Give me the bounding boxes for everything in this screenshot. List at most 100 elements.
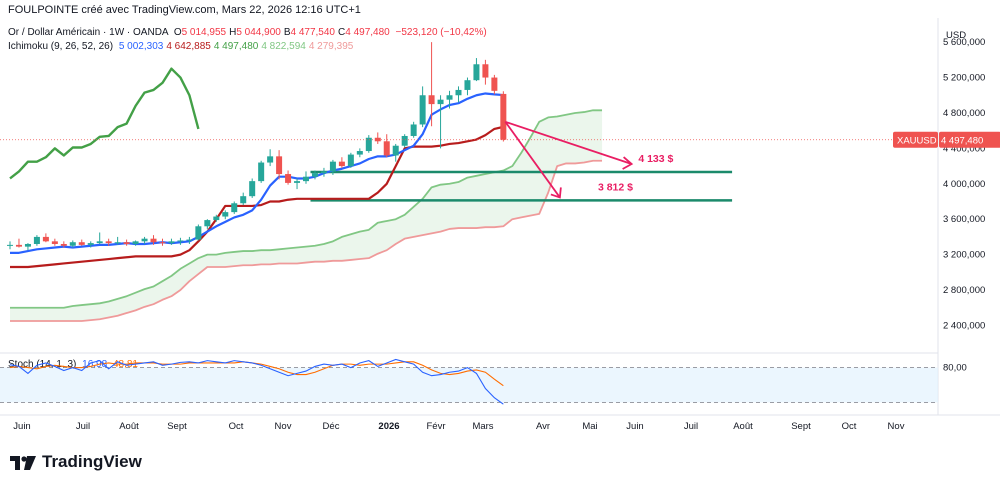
- candle-body: [428, 95, 435, 105]
- price-tick-label: 2 800,000: [943, 285, 985, 296]
- brand-name: TradingView: [42, 452, 142, 471]
- ohlc-value: 4 497,480: [345, 27, 390, 38]
- time-tick-label: Nov: [888, 421, 905, 432]
- ohlc-c: C4 497,480: [338, 27, 390, 38]
- candle-body: [96, 241, 103, 244]
- ohlc-value: 5 014,955: [181, 27, 227, 38]
- chikou-span-line: [9, 67, 200, 180]
- stoch-k-line: [9, 358, 504, 405]
- candle-body: [204, 220, 211, 227]
- candle-body: [329, 161, 336, 172]
- ohlc-key: B: [283, 27, 291, 38]
- ichimoku-value-0: 5 002,303: [118, 41, 164, 52]
- price-tick-label: 5 600,000: [943, 37, 985, 48]
- stoch-d-line: [9, 361, 504, 387]
- candle-body: [69, 242, 76, 246]
- candle-body: [231, 203, 238, 213]
- symbol-badge-label: XAUUSD: [897, 136, 937, 147]
- stoch-k-value: 16,98: [82, 359, 108, 370]
- price-tick-label: 4 800,000: [943, 108, 985, 119]
- tradingview-logo[interactable]: TradingView: [10, 452, 142, 472]
- price-tick-label: 5 200,000: [943, 73, 985, 84]
- ichimoku-value-2: 4 497,480: [213, 41, 259, 52]
- candle-body: [168, 241, 175, 244]
- candle-body: [446, 95, 453, 100]
- candle-body: [294, 181, 301, 183]
- candle-body: [365, 137, 372, 152]
- candle-body: [356, 151, 363, 155]
- ichimoku-value-1: 4 642,885: [166, 41, 211, 52]
- candle-body: [500, 93, 507, 140]
- candle-body: [311, 173, 318, 177]
- candle-body: [285, 174, 292, 183]
- candle-body: [303, 176, 310, 182]
- stoch-band: [0, 367, 938, 403]
- candle-body: [150, 238, 157, 243]
- time-tick-label: Juin: [13, 421, 30, 432]
- candle-body: [320, 171, 327, 174]
- time-tick-label: 2026: [378, 421, 399, 432]
- price-tick-label: 4 400,000: [943, 143, 985, 154]
- ichimoku-value-3: 4 822,594: [261, 41, 306, 52]
- price-change: −523,120 (−10,42%): [395, 27, 487, 38]
- ohlc-value: 5 044,900: [236, 27, 281, 38]
- candle-body: [347, 154, 354, 167]
- candle-body: [60, 243, 67, 246]
- candle-body: [455, 89, 462, 96]
- ohlc-o: O5 014,955: [174, 27, 226, 38]
- candle-body: [473, 64, 480, 81]
- ohlc-b: B4 477,540: [284, 27, 335, 38]
- candle-body: [24, 243, 31, 247]
- senkou-span-a-line: [10, 109, 603, 309]
- last-price-value: 4 497,480: [941, 136, 983, 147]
- candle-body: [78, 242, 85, 245]
- candle-body: [15, 244, 22, 247]
- symbol-legend[interactable]: Or / Dollar Américain · 1W · OANDA O5 01…: [8, 27, 487, 38]
- time-tick-label: Août: [119, 421, 139, 432]
- candle-body: [410, 124, 417, 136]
- ohlc-key: H: [229, 27, 237, 38]
- time-tick-label: Nov: [275, 421, 292, 432]
- candle-body: [464, 80, 471, 90]
- time-tick-label: Mai: [582, 421, 597, 432]
- chart-credit: FOULPOINTE créé avec TradingView.com, Ma…: [8, 4, 361, 16]
- candle-body: [213, 216, 220, 221]
- price-tick-label: 3 200,000: [943, 250, 985, 261]
- candle-body: [141, 238, 148, 242]
- candle-body: [195, 226, 202, 240]
- candle-body: [7, 244, 13, 246]
- candle-body: [267, 156, 274, 163]
- projection-arrow-2-head: [550, 187, 562, 199]
- candle-body: [42, 236, 49, 242]
- ohlc-key: O: [173, 27, 182, 38]
- last-price-badge: [939, 131, 1000, 148]
- time-tick-label: Déc: [323, 421, 340, 432]
- senkou-span-b-line: [10, 159, 603, 322]
- ichimoku-legend[interactable]: Ichimoku (9, 26, 52, 26) 5 002,303 4 642,…: [8, 41, 353, 52]
- candle-body: [258, 162, 265, 182]
- symbol-title: Or / Dollar Américain · 1W · OANDA: [8, 27, 169, 38]
- price-tick-label: 4 000,000: [943, 179, 985, 190]
- tenkan-sen-line: [10, 92, 504, 254]
- time-tick-label: Juil: [76, 421, 90, 432]
- time-tick-label: Févr: [427, 421, 446, 432]
- price-tick-label: 2 400,000: [943, 320, 985, 331]
- time-tick-label: Juin: [626, 421, 643, 432]
- time-tick-label: Juil: [684, 421, 698, 432]
- candle-body: [132, 241, 139, 244]
- time-tick-label: Oct: [842, 421, 857, 432]
- candle-body: [338, 161, 345, 167]
- symbol-badge: [893, 131, 938, 148]
- projection-arrow-1: [505, 120, 632, 165]
- candle-body: [159, 242, 166, 244]
- candle-body: [87, 243, 94, 245]
- time-tick-label: Août: [733, 421, 753, 432]
- time-tick-label: Mars: [472, 421, 493, 432]
- candle-body: [482, 64, 489, 78]
- candle-body: [491, 77, 498, 91]
- candle-body: [186, 239, 193, 241]
- projection-arrow-1-head: [622, 156, 634, 170]
- level-label-1: 3 812 $: [598, 181, 633, 193]
- candle-body: [51, 241, 58, 244]
